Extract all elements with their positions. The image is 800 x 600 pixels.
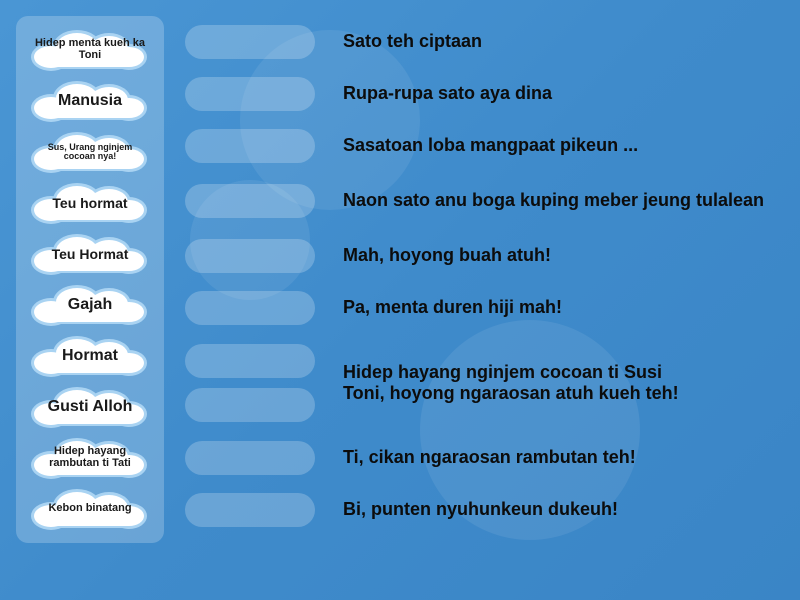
answer-cloud[interactable]: Hormat — [23, 333, 157, 379]
text-line: Gajah — [68, 296, 112, 313]
questions-panel: Sato teh ciptaan Rupa-rupa sato aya dina S… — [185, 16, 780, 588]
drop-slot[interactable] — [185, 25, 315, 59]
drop-slot-group — [185, 344, 315, 422]
question-text: Ti, cikan ngaraosan rambutan teh! — [343, 447, 636, 468]
answer-cloud[interactable]: Hidep hayang rambutan ti Tati — [23, 435, 157, 481]
question-text: Mah, hoyong buah atuh! — [343, 245, 551, 266]
answer-cloud[interactable]: Teu hormat — [23, 180, 157, 226]
question-text: Sato teh ciptaan — [343, 31, 482, 52]
answer-label: Sus, Urang nginjem cocoan nya! — [23, 143, 157, 162]
drop-slot-group — [185, 184, 315, 218]
answer-label: Hidep hayang rambutan ti Tati — [23, 446, 157, 469]
drop-slot[interactable] — [185, 441, 315, 475]
text-line: Hidep hayang rambutan ti Tati — [49, 445, 131, 469]
answer-cloud[interactable]: Gusti Alloh — [23, 384, 157, 430]
question-row: Naon sato anu boga kuping meber jeung tu… — [185, 172, 780, 230]
question-text: Pa, menta duren hiji mah! — [343, 297, 562, 318]
text-line: Bi, punten nyuhunkeun dukeuh! — [343, 499, 618, 519]
text-line: Teu Hormat — [52, 246, 129, 262]
text-line: Manusia — [58, 92, 122, 109]
text-line: Mah, hoyong buah atuh! — [343, 245, 551, 265]
drop-slot[interactable] — [185, 291, 315, 325]
drop-slot[interactable] — [185, 388, 315, 422]
answer-cloud[interactable]: Kebon binatang — [23, 486, 157, 532]
answers-panel: Hidep menta kueh ka Toni Manusia — [16, 16, 164, 543]
text-line: Gusti Alloh — [48, 398, 133, 415]
text-line: Ti, cikan ngaraosan rambutan teh! — [343, 447, 636, 467]
drop-slot[interactable] — [185, 493, 315, 527]
text-line: Sasatoan loba mangpaat pikeun ... — [343, 135, 638, 155]
text-line: Pa, menta duren hiji mah! — [343, 297, 562, 317]
question-row: Bi, punten nyuhunkeun dukeuh! — [185, 484, 780, 536]
answer-cloud[interactable]: Gajah — [23, 282, 157, 328]
text-line: Sus, Urang nginjem cocoan nya! — [48, 142, 133, 161]
question-row: Rupa-rupa sato aya dina — [185, 68, 780, 120]
answer-label: Hormat — [54, 348, 126, 365]
text-line: Teu hormat — [52, 195, 127, 211]
drop-slot[interactable] — [185, 184, 315, 218]
drop-slot-group — [185, 239, 315, 273]
question-text: Rupa-rupa sato aya dina — [343, 83, 552, 104]
answer-cloud[interactable]: Sus, Urang nginjem cocoan nya! — [23, 129, 157, 175]
question-text: Bi, punten nyuhunkeun dukeuh! — [343, 499, 618, 520]
text-line: Hormat — [62, 347, 118, 364]
answer-label: Gusti Alloh — [40, 399, 141, 416]
text-line: Rupa-rupa sato aya dina — [343, 83, 552, 103]
question-row: Sato teh ciptaan — [185, 16, 780, 68]
answer-label: Kebon binatang — [40, 503, 139, 515]
question-row: Ti, cikan ngaraosan rambutan teh! — [185, 432, 780, 484]
answer-label: Teu Hormat — [44, 247, 137, 262]
drop-slot[interactable] — [185, 344, 315, 378]
game-container: Hidep menta kueh ka Toni Manusia — [0, 0, 800, 600]
drop-slot[interactable] — [185, 77, 315, 111]
drop-slot-group — [185, 493, 315, 527]
question-text: Hidep hayang nginjem cocoan ti SusiToni,… — [343, 362, 679, 404]
question-text: Naon sato anu boga kuping meber jeung tu… — [343, 190, 764, 211]
drop-slot-group — [185, 77, 315, 111]
answer-cloud[interactable]: Manusia — [23, 78, 157, 124]
text-line: Sato teh ciptaan — [343, 31, 482, 51]
drop-slot[interactable] — [185, 129, 315, 163]
text-line: Kebon binatang — [48, 502, 131, 514]
answer-label: Teu hormat — [44, 196, 135, 211]
answer-cloud[interactable]: Teu Hormat — [23, 231, 157, 277]
answer-label: Gajah — [60, 297, 120, 314]
drop-slot[interactable] — [185, 239, 315, 273]
drop-slot-group — [185, 441, 315, 475]
drop-slot-group — [185, 25, 315, 59]
question-text: Sasatoan loba mangpaat pikeun ... — [343, 135, 638, 156]
question-row: Pa, menta duren hiji mah! — [185, 282, 780, 334]
answer-cloud[interactable]: Hidep menta kueh ka Toni — [23, 27, 157, 73]
text-line: Naon sato anu boga kuping meber jeung tu… — [343, 190, 764, 210]
drop-slot-group — [185, 291, 315, 325]
question-row: Mah, hoyong buah atuh! — [185, 230, 780, 282]
text-line: Hidep hayang nginjem cocoan ti Susi — [343, 362, 662, 382]
question-row: Sasatoan loba mangpaat pikeun ... — [185, 120, 780, 172]
drop-slot-group — [185, 129, 315, 163]
text-line: Hidep menta kueh ka Toni — [35, 37, 145, 61]
question-row: Hidep hayang nginjem cocoan ti SusiToni,… — [185, 334, 780, 432]
answer-label: Manusia — [50, 93, 130, 110]
text-line: Toni, hoyong ngaraosan atuh kueh teh! — [343, 383, 679, 403]
answer-label: Hidep menta kueh ka Toni — [23, 38, 157, 61]
